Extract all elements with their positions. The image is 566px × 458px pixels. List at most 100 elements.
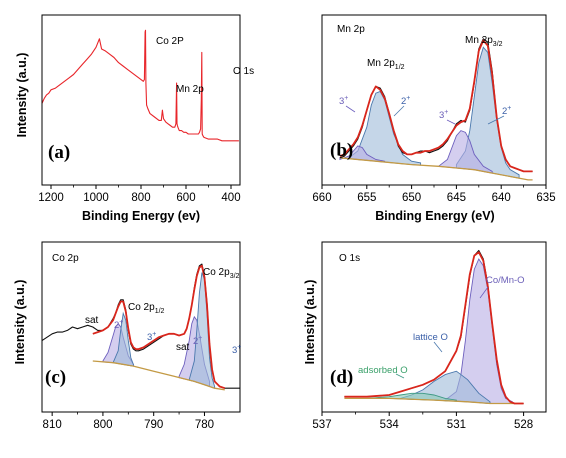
panel-title: O 1s xyxy=(339,253,360,264)
axes-frame xyxy=(41,14,241,186)
label-main: Co 2p xyxy=(128,302,155,313)
oxidation-label-2plus: 2+ xyxy=(193,335,202,347)
x-tick-label: 635 xyxy=(536,192,555,204)
label-main: Mn 2p xyxy=(367,58,395,69)
axes-frame xyxy=(41,241,241,413)
label-sup: + xyxy=(198,335,202,342)
satellite-label: sat xyxy=(85,315,99,326)
x-axis-title: Binding Energy (eV) xyxy=(375,209,494,223)
label-main: Co 2p xyxy=(203,267,230,278)
panel-b-mn2p: 660 655 650 645 640 635 Mn 2p (b) Mn 2p1/2 Mn… xyxy=(312,14,556,223)
x-tick-label: 528 xyxy=(514,419,533,431)
y-axis-title: Intensity (a.u.) xyxy=(13,280,27,365)
panel-title: Mn 2p xyxy=(337,24,365,35)
x-tick-label: 400 xyxy=(221,192,240,204)
label-sup: + xyxy=(507,105,511,112)
label-main: 2 xyxy=(401,96,406,107)
plot-area: 1200 1000 800 600 400 xyxy=(38,14,241,204)
pointer-line xyxy=(395,373,405,379)
spectrum-line xyxy=(41,29,239,142)
label-sup: + xyxy=(119,319,123,326)
panel-label: (a) xyxy=(48,142,70,163)
oxidation-label-2plus: 2+ xyxy=(114,319,123,331)
x-tick-label: 810 xyxy=(43,419,62,431)
baseline-line xyxy=(339,157,533,181)
peak-label-co2p32: Co 2p3/2 xyxy=(203,267,240,280)
envelope-line xyxy=(339,39,533,173)
pointer-line xyxy=(433,341,443,353)
panel-c-co2p: 810 800 790 780 Co 2p (c) Co 2p1/2 Co 2p3/2… xyxy=(13,241,241,431)
label-main: 3 xyxy=(439,110,444,121)
oxidation-label-3plus: 3+ xyxy=(339,95,348,107)
peak-label-mn2p12: Mn 2p1/2 xyxy=(367,58,405,71)
panel-title: Co 2p xyxy=(52,253,79,264)
x-tick-label: 645 xyxy=(447,192,466,204)
peak-label-o1s: O 1s xyxy=(233,66,254,77)
plot-area: 537 534 531 528 xyxy=(312,241,547,431)
panel-d-o1s: 537 534 531 528 O 1s (d) Co/Mn-O lattice O … xyxy=(303,241,547,431)
label-sup: + xyxy=(152,331,156,338)
pointer-line xyxy=(479,286,489,299)
oxidation-label-2plus: 2+ xyxy=(502,105,511,117)
x-tick-label: 800 xyxy=(131,192,150,204)
pointer-line xyxy=(393,105,405,117)
oxidation-label-2plus: 2+ xyxy=(401,95,410,107)
pointer-line xyxy=(446,119,456,125)
label-co-mn-o: Co/Mn-O xyxy=(486,275,525,286)
plot-area: 660 655 650 645 640 635 xyxy=(312,14,556,204)
panel-a-survey: 1200 1000 800 600 400 (a) Co 2P Mn 2p O 1s B… xyxy=(15,14,254,223)
x-tick-label: 531 xyxy=(447,419,466,431)
satellite-label: sat xyxy=(176,342,190,353)
label-sub: 3/2 xyxy=(493,41,503,48)
label-sup: + xyxy=(344,95,348,102)
label-main: 2 xyxy=(193,336,198,347)
label-main: 3 xyxy=(147,332,152,343)
x-tick-label: 537 xyxy=(312,419,331,431)
x-tick-label: 1200 xyxy=(38,192,64,204)
plot-area: 810 800 790 780 xyxy=(41,241,241,431)
label-main: 3 xyxy=(339,96,344,107)
label-adsorbed-o: adsorbed O xyxy=(358,365,408,376)
x-tick-label: 1000 xyxy=(83,192,109,204)
label-main: 2 xyxy=(114,320,119,331)
label-sub: 1/2 xyxy=(155,308,165,315)
x-tick-label: 780 xyxy=(195,419,214,431)
baseline-line xyxy=(344,397,524,405)
oxidation-label-3plus: 3+ xyxy=(232,344,241,356)
panel-label: (d) xyxy=(330,367,353,388)
peak-label-mn2p: Mn 2p xyxy=(176,84,204,95)
x-tick-label: 790 xyxy=(144,419,163,431)
panel-label: (b) xyxy=(330,140,353,161)
panel-label: (c) xyxy=(45,367,66,388)
x-tick-label: 650 xyxy=(402,192,421,204)
x-tick-label: 534 xyxy=(380,419,400,431)
pointer-line xyxy=(487,115,505,125)
label-sup: + xyxy=(444,109,448,116)
x-tick-label: 800 xyxy=(93,419,112,431)
pointer-line xyxy=(345,105,356,113)
peak-label-co2p: Co 2P xyxy=(156,36,184,47)
label-sup: + xyxy=(237,344,241,351)
envelope-line xyxy=(92,264,226,390)
label-main: Mn 2p xyxy=(465,35,493,46)
label-sup: + xyxy=(406,95,410,102)
x-tick-label: 600 xyxy=(176,192,195,204)
label-sub: 1/2 xyxy=(395,64,405,71)
label-main: 2 xyxy=(502,106,507,117)
x-tick-label: 655 xyxy=(357,192,376,204)
peak-label-co2p12: Co 2p1/2 xyxy=(128,302,165,315)
axes-frame xyxy=(321,241,547,413)
baseline-line xyxy=(92,360,225,391)
label-sub: 3/2 xyxy=(230,273,240,280)
y-axis-title: Intensity (a.u.) xyxy=(303,280,317,365)
x-tick-label: 640 xyxy=(492,192,511,204)
peak-label-mn2p32: Mn 2p3/2 xyxy=(465,35,503,48)
x-axis-title: Binding Energy (ev) xyxy=(82,209,200,223)
oxidation-label-3plus: 3+ xyxy=(439,109,448,121)
oxidation-label-3plus: 3+ xyxy=(147,331,156,343)
x-tick-label: 660 xyxy=(312,192,331,204)
y-axis-title: Intensity (a.u.) xyxy=(15,53,29,138)
label-lattice-o: lattice O xyxy=(413,332,448,343)
label-main: 3 xyxy=(232,345,237,356)
